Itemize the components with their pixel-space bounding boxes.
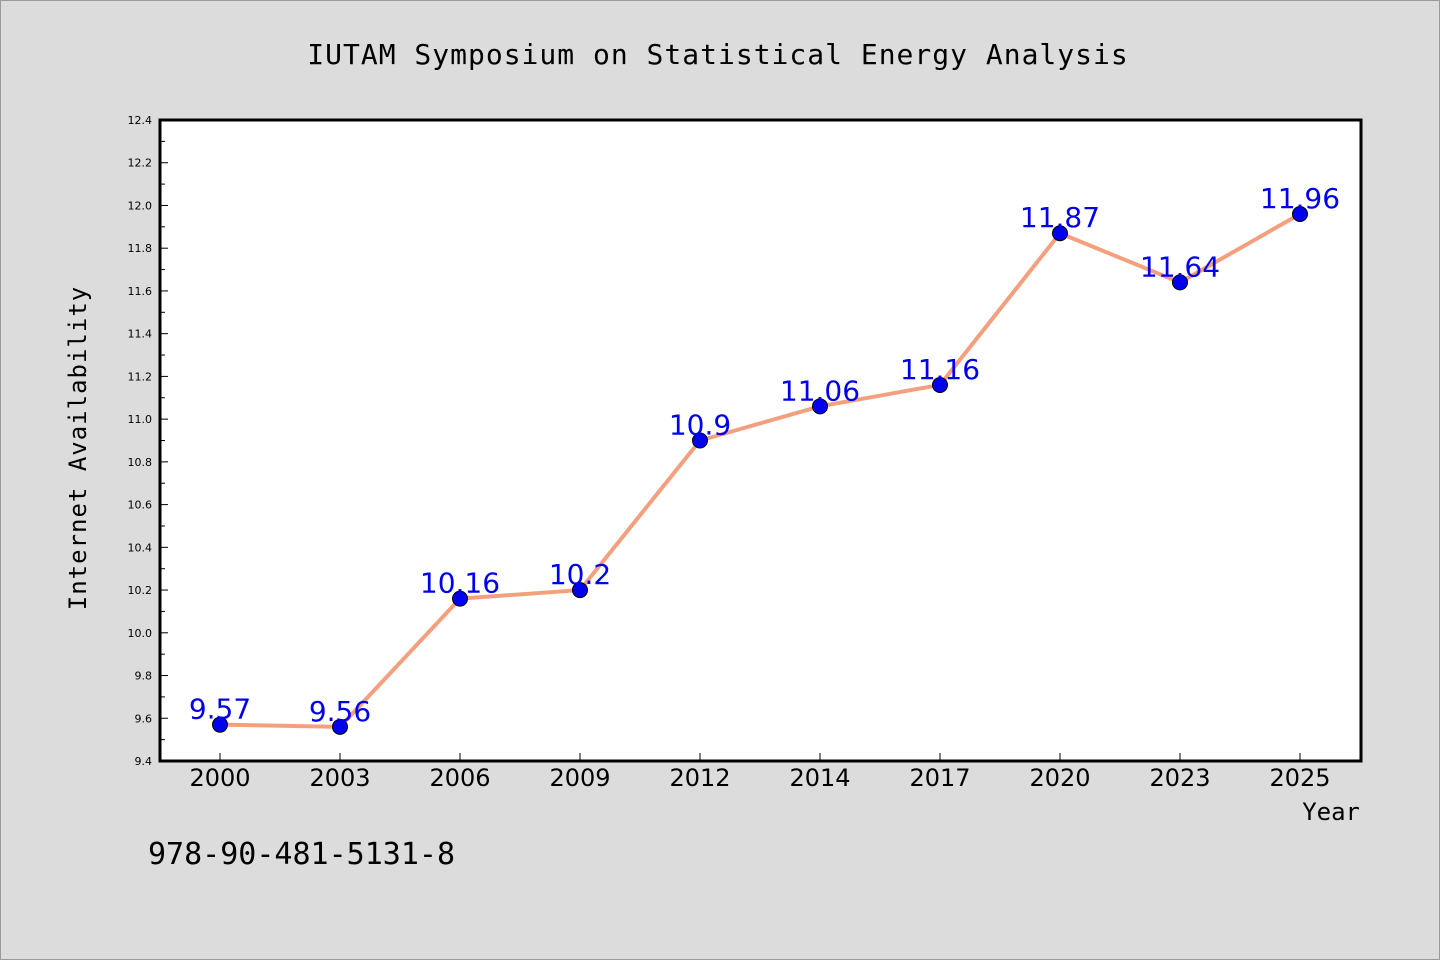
- x-tick-label: 2025: [1269, 764, 1330, 792]
- data-point: [212, 716, 228, 733]
- data-point: [812, 398, 828, 415]
- y-tick-label: 10.0: [128, 627, 153, 640]
- data-label: 10.2: [549, 558, 611, 591]
- data-labels-group: 9.57 9.56 10.16 10.2 10.9 11.06 11.16 11.87 11.6…: [189, 182, 1340, 728]
- series-line-group: [218, 212, 1302, 729]
- chart-title: IUTAM Symposium on Statistical Energy An…: [307, 38, 1128, 71]
- y-tick-label: 9.8: [135, 670, 153, 683]
- data-label: 11.06: [780, 374, 860, 407]
- y-tick-label: 12.2: [128, 157, 153, 170]
- y-axis: 9.4 9.6 9.8 10.0 10.2 10.4 10.6 10.8 11.0 11.2 11.…: [128, 114, 168, 768]
- y-axis-label: Internet Availability: [64, 286, 92, 610]
- y-tick-label: 9.6: [135, 712, 153, 725]
- y-tick-label: 10.4: [128, 541, 153, 554]
- markers-group: [212, 206, 1308, 735]
- data-label: 11.64: [1140, 250, 1220, 283]
- data-label: 10.9: [669, 409, 731, 442]
- y-tick-label: 12.0: [128, 199, 153, 212]
- x-tick-label: 2020: [1029, 764, 1090, 792]
- data-label: 9.57: [189, 693, 251, 726]
- data-label: 11.87: [1020, 201, 1100, 234]
- y-tick-label: 10.2: [128, 584, 153, 597]
- x-tick-label: 2014: [789, 764, 850, 792]
- x-tick-label: 2009: [549, 764, 610, 792]
- data-point: [1292, 206, 1308, 223]
- data-point: [1052, 225, 1068, 242]
- x-tick-label: 2003: [309, 764, 370, 792]
- y-tick-label: 11.2: [128, 370, 153, 383]
- data-point: [332, 718, 348, 735]
- x-tick-label: 2017: [909, 764, 970, 792]
- y-tick-label: 10.8: [128, 456, 153, 469]
- data-label: 11.16: [900, 353, 980, 386]
- y-tick-label: 11.8: [128, 242, 153, 255]
- plot-area: [158, 118, 1363, 763]
- y-tick-label: 11.6: [128, 285, 153, 298]
- data-label: 9.56: [309, 695, 371, 728]
- y-tick-label: 11.0: [128, 413, 153, 426]
- y-tick-label: 10.6: [128, 499, 153, 512]
- data-point: [692, 432, 708, 449]
- y-tick-label: 11.4: [128, 328, 153, 341]
- x-axis: 2000 2003 2006 2009 2012 2014 2017 2020 2023 2025: [189, 753, 1331, 792]
- data-label: 11.96: [1260, 182, 1340, 215]
- data-label: 10.16: [420, 567, 500, 600]
- y-tick-label: 9.4: [135, 755, 153, 768]
- y-tick-label: 12.4: [128, 114, 153, 127]
- x-tick-label: 2023: [1149, 764, 1210, 792]
- isbn-text: 978-90-481-5131-8: [148, 837, 455, 872]
- x-axis-label: Year: [1302, 798, 1360, 826]
- x-tick-label: 2012: [669, 764, 730, 792]
- data-point: [1172, 274, 1188, 291]
- series-line: [218, 212, 1302, 729]
- x-tick-label: 2000: [189, 764, 250, 792]
- data-point: [452, 590, 468, 607]
- data-point: [572, 582, 588, 599]
- data-point: [932, 376, 948, 393]
- x-tick-label: 2006: [429, 764, 490, 792]
